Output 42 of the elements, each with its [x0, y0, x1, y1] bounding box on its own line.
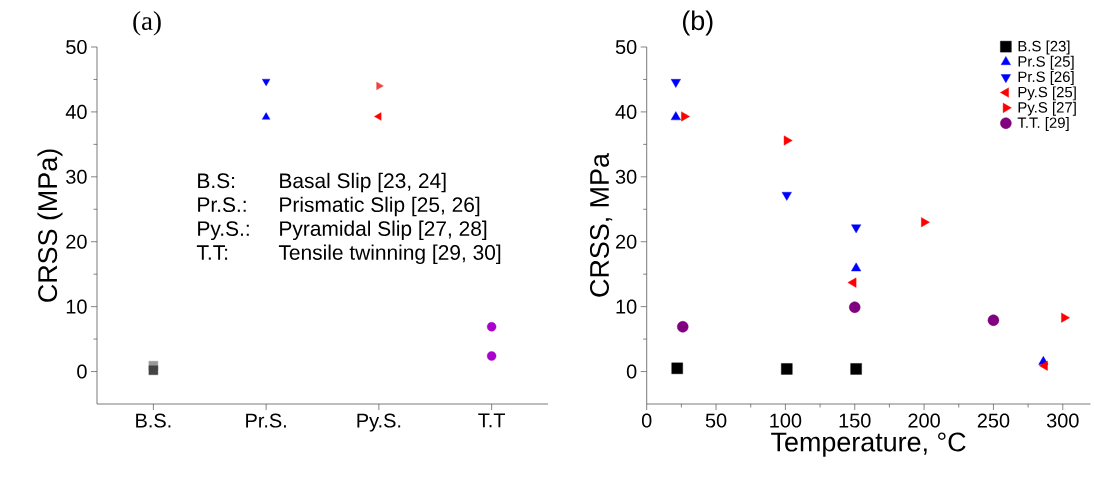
y-tick-label: 0: [626, 364, 637, 379]
legend-label: Py.S [27]: [1018, 101, 1076, 116]
y-tick-label: 10: [616, 299, 637, 314]
y-tick-label: 40: [615, 104, 637, 119]
annotation: Prismatic Slip [25, 26]: [280, 196, 480, 217]
legend-label: B.S [23]: [1018, 40, 1070, 55]
legend-label: Pr.S [26]: [1018, 71, 1074, 86]
y-tick-label: 40: [65, 104, 87, 119]
x-tick-label: 300: [1046, 413, 1079, 428]
x-tick-label: Pr.S.: [246, 413, 286, 428]
annotation: Py.S.:: [198, 221, 249, 241]
annotation: Pyramidal Slip [27, 28]: [280, 220, 487, 241]
x-tick-label: Py.S.: [357, 413, 401, 432]
x-axis-title: Temperature, °C: [771, 432, 966, 457]
y-axis-title: CRSS, MPa: [589, 153, 613, 297]
y-tick-label: 10: [66, 299, 87, 314]
annotation: Pr.S.:: [198, 197, 246, 213]
annotation: T.T:: [196, 245, 228, 260]
x-tick-label: T.T: [478, 413, 506, 428]
x-tick-label: 50: [705, 413, 727, 428]
y-tick-label: 20: [616, 234, 637, 249]
annotation: Tensile twinning [29, 30]: [278, 244, 501, 265]
y-tick-label: 30: [615, 169, 637, 184]
y-tick-label: 50: [66, 39, 87, 55]
x-tick-label: 0: [641, 413, 652, 428]
y-axis-title: CRSS (MPa): [37, 149, 63, 302]
legend-label: Pr.S [25]: [1018, 55, 1074, 70]
y-tick-label: 20: [66, 234, 87, 249]
y-tick-label: 0: [77, 364, 87, 379]
legend-label: T.T. [29]: [1017, 117, 1069, 131]
x-tick-label: 200: [908, 413, 940, 428]
annotation: Basal Slip [23, 24]: [280, 172, 446, 193]
x-tick-label: 150: [839, 413, 871, 428]
x-tick-label: 100: [770, 413, 802, 428]
chart-title: (b): [682, 10, 713, 36]
x-tick-label: 250: [977, 413, 1010, 428]
legend-label: Py.S [25]: [1018, 86, 1076, 101]
annotation: B.S:: [198, 173, 235, 189]
chart-title: (a): [133, 11, 161, 36]
x-tick-label: B.S.: [136, 413, 171, 428]
y-tick-label: 50: [615, 39, 637, 55]
y-tick-label: 30: [66, 169, 87, 184]
